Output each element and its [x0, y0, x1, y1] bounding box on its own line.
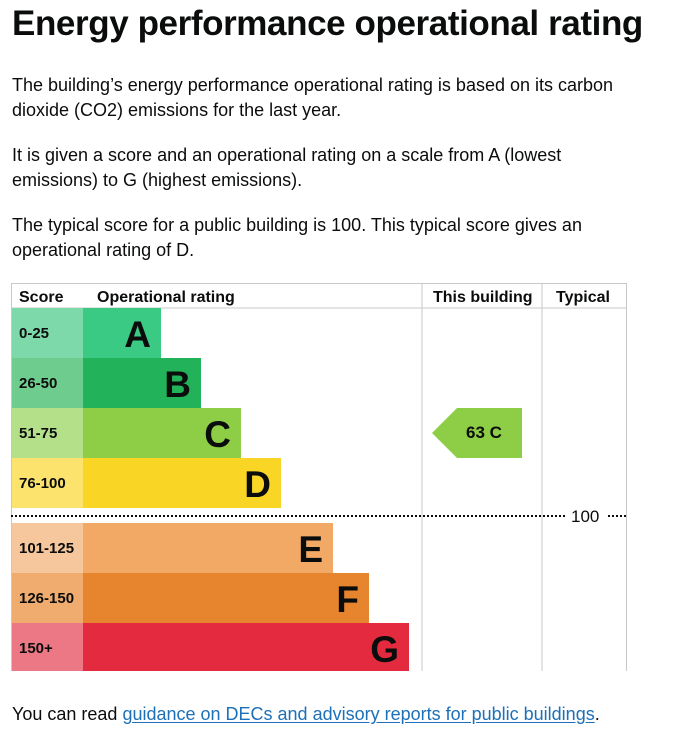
- rating-letter: A: [124, 314, 151, 355]
- typical-score-label: 100: [571, 507, 599, 526]
- score-cell: [12, 308, 83, 358]
- scale-paragraph: It is given a score and an operational r…: [12, 145, 562, 190]
- column-header: Score: [19, 289, 64, 306]
- page-title: Energy performance operational rating: [12, 4, 643, 43]
- guidance-paragraph: You can read guidance on DECs and adviso…: [12, 702, 600, 727]
- operational-rating-chart: Score Operational rating This building Typi…: [11, 283, 627, 671]
- rating-bar: [83, 408, 241, 458]
- guidance-link[interactable]: guidance on DECs and advisory reports fo…: [122, 704, 595, 724]
- score-label: 126-150: [19, 590, 74, 607]
- column-header: Operational rating: [97, 289, 235, 306]
- this-building-arrow: [432, 408, 522, 458]
- score-cell: [12, 623, 83, 671]
- score-cell: [12, 408, 83, 458]
- chart-frame: [11, 283, 627, 671]
- rating-letter: G: [370, 629, 399, 670]
- guidance-prefix: You can read: [12, 704, 123, 724]
- rating-letter: E: [298, 529, 323, 570]
- rating-letter: F: [336, 579, 359, 620]
- guidance-suffix: .: [594, 704, 600, 724]
- intro-paragraph: The building’s energy performance operat…: [12, 75, 614, 120]
- rating-letter: D: [244, 464, 271, 505]
- rating-letter: B: [164, 364, 191, 405]
- rating-bar: [83, 358, 201, 408]
- typical-paragraph: The typical score for a public building …: [12, 215, 582, 260]
- score-label: 26-50: [19, 375, 57, 392]
- column-header: Typical: [556, 289, 610, 306]
- rating-letter: C: [204, 414, 231, 455]
- score-cell: [12, 523, 83, 573]
- rating-bar: [83, 308, 161, 358]
- this-building-label: 63 C: [466, 423, 502, 442]
- score-label: 101-125: [19, 540, 74, 557]
- score-label: 76-100: [19, 475, 66, 492]
- score-label: 150+: [19, 640, 53, 657]
- score-cell: [12, 458, 83, 508]
- rating-bar: [83, 458, 281, 508]
- column-header: This building: [433, 289, 533, 306]
- rating-bar: [83, 623, 409, 671]
- score-label: 0-25: [19, 325, 49, 342]
- score-cell: [12, 573, 83, 623]
- rating-bar: [83, 523, 333, 573]
- score-label: 51-75: [19, 425, 57, 442]
- score-cell: [12, 358, 83, 408]
- rating-bar: [83, 573, 369, 623]
